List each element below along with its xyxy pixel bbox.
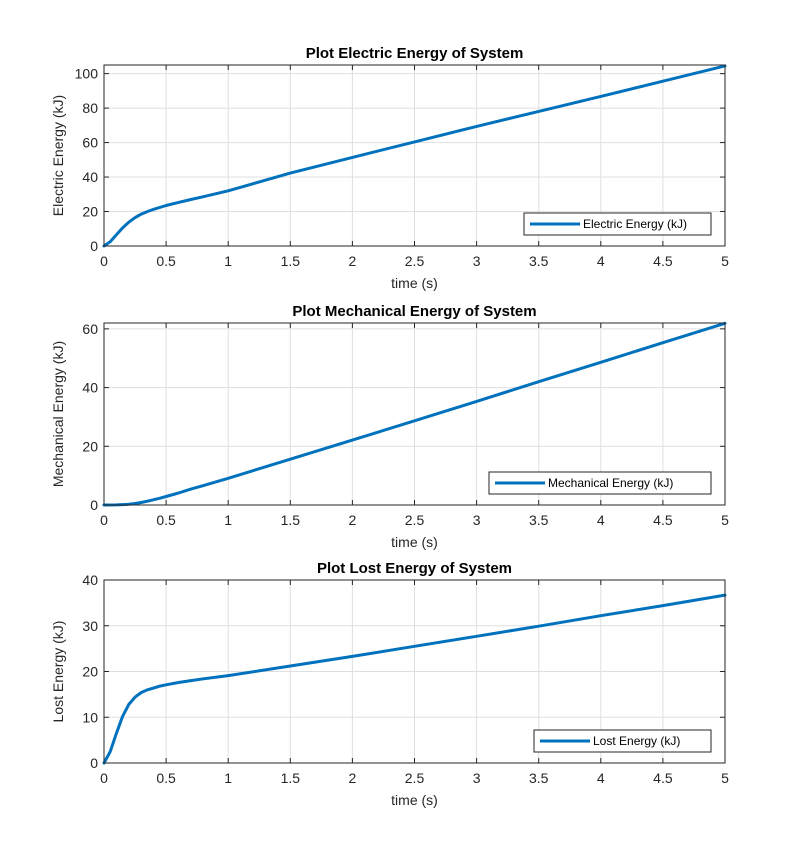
chart3-xtick-label: 0 (100, 770, 108, 786)
chart3-xtick-label: 4 (597, 770, 605, 786)
chart2-ytick-label: 40 (82, 380, 98, 396)
chart1-xtick-label: 4.5 (653, 253, 673, 269)
chart3-ytick-label: 10 (82, 709, 98, 725)
chart1-xtick-label: 2.5 (405, 253, 425, 269)
chart2-ytick-label: 60 (82, 321, 98, 337)
chart3-xtick-label: 2.5 (405, 770, 425, 786)
chart1-group: 0 0.5 1 1.5 2 2.5 3 3.5 4 4.5 5 0 20 40 60 80 100 Plot El… (50, 45, 729, 291)
chart3-legend-box (533, 729, 712, 753)
chart1-xtick-label: 5 (721, 253, 729, 269)
chart2-axes-box (103, 322, 726, 506)
chart2-legend-box (488, 471, 712, 495)
chart3-xlabel: time (s) (391, 792, 438, 808)
chart1-ytick-label: 100 (75, 66, 99, 82)
chart1-legend: Electric Energy (kJ) (523, 212, 712, 236)
chart3-ylabel: Lost Energy (kJ) (50, 621, 66, 723)
chart3-xtick-label: 3 (473, 770, 481, 786)
chart3-ytick-label: 0 (90, 755, 98, 771)
chart2-title: Plot Mechanical Energy of System (292, 303, 536, 320)
chart3-title: Plot Lost Energy of System (317, 560, 512, 577)
chart1-legend-box (523, 212, 712, 236)
chart3-ytick-label: 20 (82, 664, 98, 680)
chart1-title: Plot Electric Energy of System (306, 45, 524, 62)
chart2-legend-label: Mechanical Energy (kJ) (548, 476, 673, 490)
chart2-xtick-label: 0 (100, 512, 108, 528)
chart2-ylabel: Mechanical Energy (kJ) (50, 341, 66, 487)
chart2-group: 0 0.5 1 1.5 2 2.5 3 3.5 4 4.5 5 0 20 40 60 Plot Mechani… (50, 303, 729, 550)
chart1-ytick-label: 60 (82, 135, 98, 151)
chart2-xtick-label: 4.5 (653, 512, 673, 528)
chart1-xlabel: time (s) (391, 275, 438, 291)
chart3-series-line (102, 593, 727, 765)
chart1-series-line (102, 64, 727, 248)
chart1-xtick-label: 3.5 (529, 253, 549, 269)
chart2-xtick-label: 1 (224, 512, 232, 528)
chart2-xtick-label: 0.5 (156, 512, 176, 528)
chart1-ytick-label: 80 (82, 100, 98, 116)
chart2-xlabel: time (s) (391, 534, 438, 550)
chart1-legend-label: Electric Energy (kJ) (583, 217, 687, 231)
chart3-axes-box (103, 579, 726, 764)
chart2-series-line (102, 321, 727, 507)
chart3-xtick-label: 2 (349, 770, 357, 786)
chart3-legend-label: Lost Energy (kJ) (593, 734, 680, 748)
chart1-ytick-label: 40 (82, 169, 98, 185)
chart2-xtick-label: 4 (597, 512, 605, 528)
chart1-xtick-label: 1 (224, 253, 232, 269)
chart3-xtick-label: 0.5 (156, 770, 176, 786)
chart2-xtick-label: 2 (349, 512, 357, 528)
chart2-xtick-label: 2.5 (405, 512, 425, 528)
chart2-xtick-label: 5 (721, 512, 729, 528)
chart1-ytick-label: 20 (82, 204, 98, 220)
chart3-xtick-label: 4.5 (653, 770, 673, 786)
chart1-xtick-label: 0 (100, 253, 108, 269)
chart1-ytick-label: 0 (90, 238, 98, 254)
chart3-ytick-label: 40 (82, 572, 98, 588)
chart3-ytick-label: 30 (82, 618, 98, 634)
chart3-xtick-label: 1 (224, 770, 232, 786)
chart1-xtick-label: 3 (473, 253, 481, 269)
chart3-xtick-label: 5 (721, 770, 729, 786)
chart2-ytick-label: 0 (90, 497, 98, 513)
chart2-xtick-label: 1.5 (281, 512, 301, 528)
chart2-ytick-label: 20 (82, 438, 98, 454)
chart3-group: 0 0.5 1 1.5 2 2.5 3 3.5 4 4.5 5 0 10 20 30 40 Plot Lost … (50, 560, 729, 808)
chart1-xtick-label: 0.5 (156, 253, 176, 269)
chart3-legend: Lost Energy (kJ) (533, 729, 712, 753)
chart2-xtick-label: 3.5 (529, 512, 549, 528)
chart1-xtick-label: 1.5 (281, 253, 301, 269)
chart2-legend: Mechanical Energy (kJ) (488, 471, 712, 495)
chart1-axes-box (103, 64, 726, 247)
chart2-xtick-label: 3 (473, 512, 481, 528)
chart1-xtick-label: 4 (597, 253, 605, 269)
chart1-ylabel: Electric Energy (kJ) (50, 95, 66, 216)
chart1-xtick-label: 2 (349, 253, 357, 269)
chart3-xtick-label: 1.5 (281, 770, 301, 786)
chart3-xtick-label: 3.5 (529, 770, 549, 786)
